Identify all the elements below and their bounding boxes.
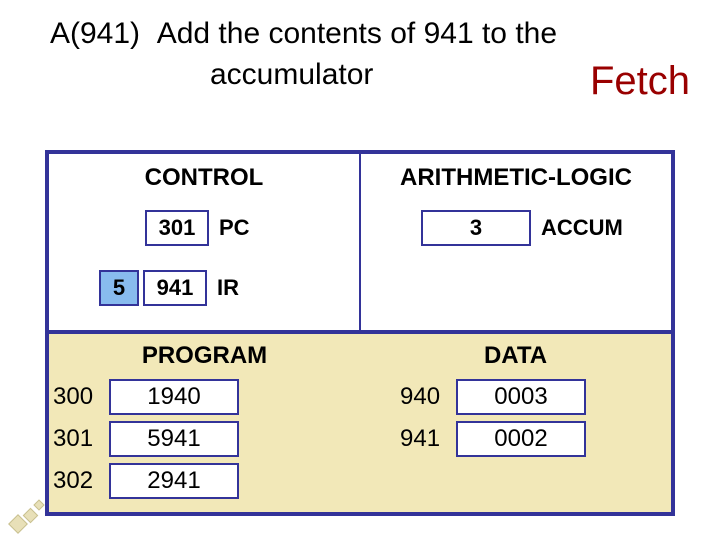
control-unit: CONTROL 301 PC 5 941 IR xyxy=(49,154,361,330)
instruction-desc-1: Add the contents of 941 to the xyxy=(157,17,557,50)
accum-register: 3 ACCUM xyxy=(421,210,633,246)
pc-value: 301 xyxy=(145,210,209,246)
pc-label: PC xyxy=(209,210,260,246)
table-row: 300 1940 xyxy=(53,378,360,416)
accum-label: ACCUM xyxy=(531,210,633,246)
cpu-upper: CONTROL 301 PC 5 941 IR ARITHMETIC-LOGIC… xyxy=(45,150,675,330)
ir-operand: 941 xyxy=(143,270,207,306)
corner-decoration xyxy=(5,495,50,535)
table-row: 940 0003 xyxy=(400,378,671,416)
mem-value: 2941 xyxy=(109,463,239,499)
program-memory: PROGRAM 300 1940 301 5941 302 2941 xyxy=(49,334,360,512)
table-row: 301 5941 xyxy=(53,420,360,458)
mem-value: 1940 xyxy=(109,379,239,415)
instruction-line: A(941) Add the contents of 941 to the xyxy=(50,14,700,55)
memory-section: PROGRAM 300 1940 301 5941 302 2941 DATA … xyxy=(45,330,675,516)
mem-addr: 300 xyxy=(53,383,109,411)
table-row: 941 0002 xyxy=(400,420,671,458)
mem-addr: 941 xyxy=(400,425,456,453)
mem-value: 5941 xyxy=(109,421,239,457)
ir-opcode: 5 xyxy=(99,270,139,306)
mem-addr: 940 xyxy=(400,383,456,411)
program-title: PROGRAM xyxy=(49,342,360,370)
instruction-mnemonic: A(941) xyxy=(50,17,140,50)
table-row: 302 2941 xyxy=(53,462,360,500)
mem-value: 0002 xyxy=(456,421,586,457)
alu-title: ARITHMETIC-LOGIC xyxy=(361,164,671,192)
mem-addr: 301 xyxy=(53,425,109,453)
ir-register: 5 941 IR xyxy=(99,270,249,306)
header: A(941) Add the contents of 941 to the ac… xyxy=(50,14,700,95)
mem-addr: 302 xyxy=(53,467,109,495)
data-memory: DATA 940 0003 941 0002 xyxy=(360,334,671,512)
accum-value: 3 xyxy=(421,210,531,246)
ir-label: IR xyxy=(207,270,249,306)
cpu-diagram: CONTROL 301 PC 5 941 IR ARITHMETIC-LOGIC… xyxy=(45,150,675,520)
control-title: CONTROL xyxy=(49,164,359,192)
alu-unit: ARITHMETIC-LOGIC 3 ACCUM xyxy=(361,154,671,330)
phase-label: Fetch xyxy=(590,59,690,104)
mem-value: 0003 xyxy=(456,379,586,415)
pc-register: 301 PC xyxy=(145,210,260,246)
data-title: DATA xyxy=(360,342,671,370)
